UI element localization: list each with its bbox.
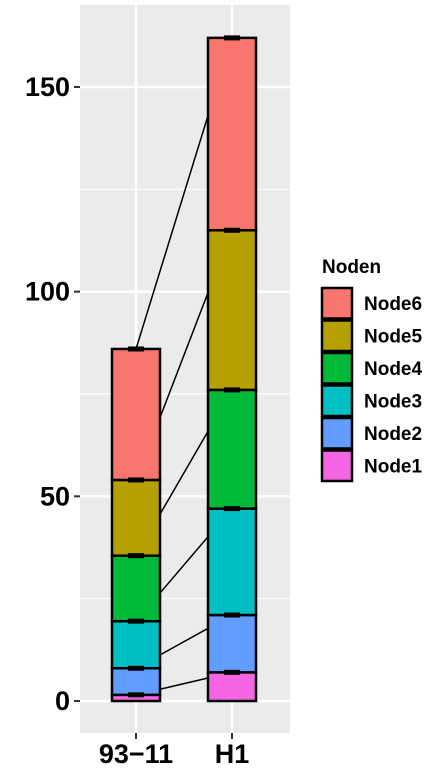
error-bar-node2-0 [128,665,144,671]
y-tick-label: 50 [40,481,70,511]
error-bar-node5-1 [224,227,240,233]
x-tick-label: 93−11 [99,739,173,769]
legend-label-node2: Node2 [364,424,422,445]
error-bar-node4-1 [224,387,240,393]
bar-segment-node5-0 [110,478,162,557]
y-tick-label: 150 [25,72,70,102]
legend: Noden Node6 Node5 Node4 Node3 Node2 Node1 [320,257,423,483]
bar-segment-node6-0 [110,347,162,482]
error-bar-node6-0 [128,346,144,352]
legend-label-node1: Node1 [364,457,423,478]
legend-title: Noden [322,257,381,278]
x-tick-label: H1 [215,739,250,769]
error-bar-node2-1 [224,612,240,618]
legend-key-node6 [320,286,354,320]
y-axis: 0 50 100 150 [25,72,80,716]
legend-key-node2 [320,416,354,450]
y-tick-label: 100 [25,277,70,307]
error-bar-node3-0 [128,618,144,624]
x-axis: 93−11 H1 [99,733,249,769]
error-bar-node4-0 [128,553,144,559]
bar-segment-node2-0 [110,667,162,697]
legend-key-node4 [320,351,354,385]
bar-segment-node4-1 [206,388,258,510]
legend-label-node6: Node6 [364,294,422,315]
legend-key-node1 [320,449,354,483]
legend-label-node5: Node5 [364,327,423,348]
bar-segment-node3-0 [110,619,162,670]
legend-key-node3 [320,384,354,418]
error-bar-node1-0 [128,692,144,698]
error-bar-node3-1 [224,506,240,512]
bar-segment-node5-1 [206,229,258,392]
legend-key-node5 [320,319,354,353]
bars [110,36,258,703]
legend-label-node4: Node4 [364,359,423,380]
legend-label-node3: Node3 [364,392,422,413]
error-bar-node6-1 [224,35,240,41]
y-tick-label: 0 [55,686,70,716]
bar-segment-node6-1 [206,36,258,232]
error-bar-node5-0 [128,477,144,483]
error-bars [128,35,240,698]
bar-segment-node2-1 [206,613,258,674]
bar-segment-node3-1 [206,507,258,617]
error-bar-node1-1 [224,669,240,675]
bar-segment-node1-1 [206,671,258,703]
bar-segment-node4-0 [110,554,162,623]
